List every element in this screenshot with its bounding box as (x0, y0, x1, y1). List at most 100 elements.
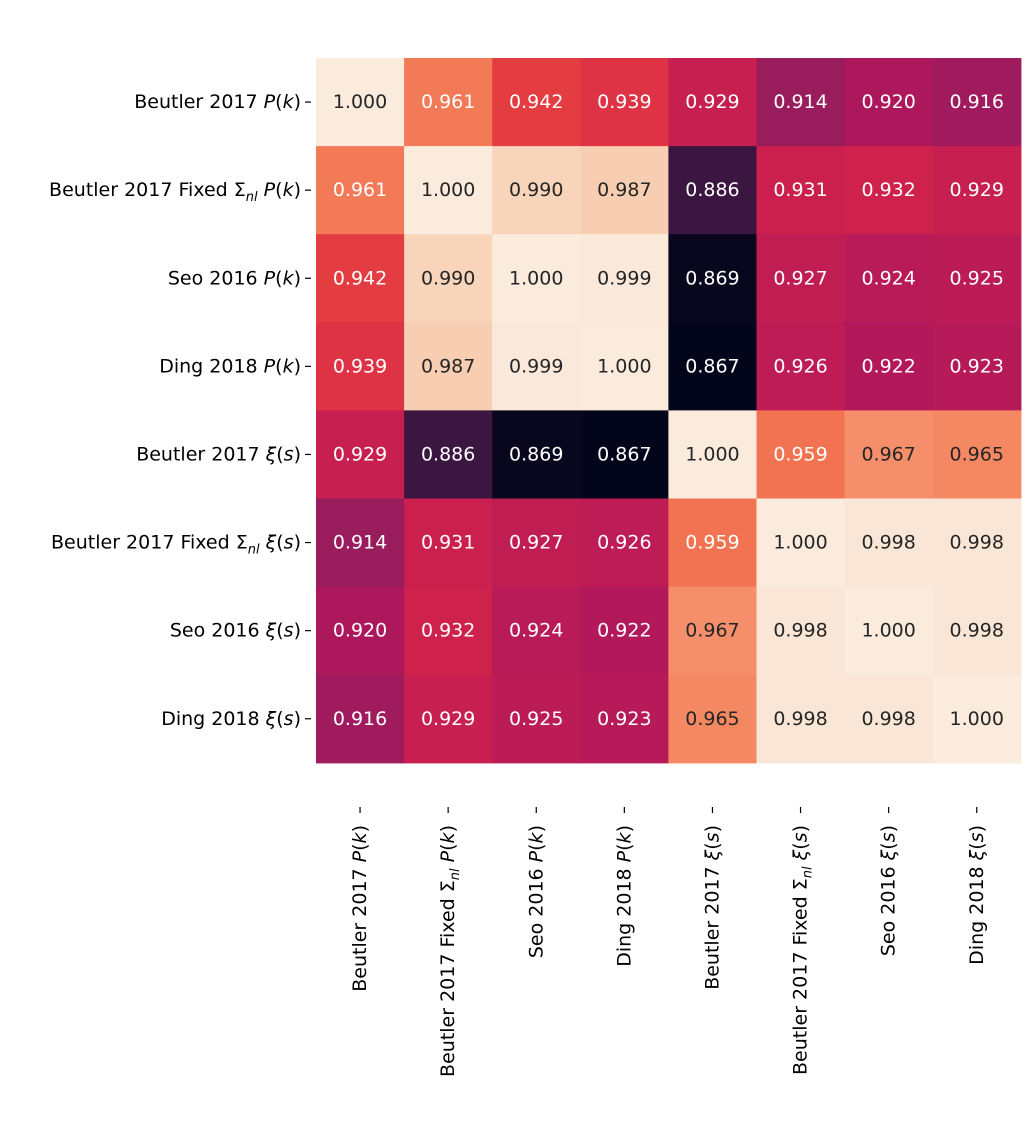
heatmap-cell-3-6 (844, 322, 934, 411)
cell-value-3-3: 1.000 (597, 355, 651, 377)
y-tick-labels: Beutler 2017 P(k) Beutler 2017 Fixed Σnl … (49, 91, 311, 730)
cell-value-0-6: 0.920 (861, 91, 915, 113)
heatmap-cell-7-6 (844, 674, 934, 764)
cell-value-4-1: 0.886 (421, 443, 475, 465)
y-tick-label-3: Ding 2018 P(k) (159, 355, 301, 377)
cell-value-6-4: 0.967 (685, 620, 739, 642)
cell-value-2-5: 0.927 (773, 267, 827, 289)
cell-value-6-6: 1.000 (861, 620, 915, 642)
heatmap-cell-2-1 (404, 234, 493, 323)
heatmap-cells (316, 58, 1022, 764)
cell-value-4-6: 0.967 (861, 443, 915, 465)
heatmap-cell-0-7 (932, 58, 1022, 147)
cell-value-5-0: 0.914 (333, 532, 387, 554)
heatmap-cell-0-3 (580, 58, 669, 147)
x-tick-label-6: Seo 2016 ξ(s) (878, 825, 900, 956)
heatmap-cell-2-5 (756, 234, 846, 323)
cell-value-0-2: 0.942 (509, 91, 563, 113)
cell-value-0-5: 0.914 (773, 91, 827, 113)
y-tick-label-2: Seo 2016 P(k) (168, 267, 301, 289)
cell-value-7-6: 0.998 (861, 708, 915, 730)
heatmap-cell-1-7 (932, 146, 1022, 235)
heatmap-cell-5-6 (844, 498, 934, 588)
y-tick-label-6: Seo 2016 ξ(s) (170, 620, 301, 642)
cell-value-4-7: 0.965 (950, 443, 1004, 465)
cell-value-2-2: 1.000 (509, 267, 563, 289)
heatmap-cell-7-5 (756, 674, 846, 764)
x-tick-label-4: Beutler 2017 ξ(s) (701, 825, 723, 990)
cell-value-5-5: 1.000 (773, 532, 827, 554)
cell-value-6-1: 0.932 (421, 620, 475, 642)
cell-value-1-6: 0.932 (861, 179, 915, 201)
heatmap-cell-1-5 (756, 146, 846, 235)
cell-value-4-0: 0.929 (333, 443, 387, 465)
cell-value-0-0: 1.000 (333, 91, 387, 113)
y-tick-label-7: Ding 2018 ξ(s) (161, 708, 301, 730)
heatmap-cell-4-7 (932, 410, 1022, 500)
cell-value-5-2: 0.927 (509, 532, 563, 554)
heatmap-cell-0-1 (404, 58, 493, 147)
heatmap-cell-7-1 (404, 674, 493, 764)
heatmap-cell-1-1 (404, 146, 493, 235)
heatmap-cell-5-0 (316, 498, 405, 588)
x-tick-label-3: Ding 2018 P(k) (613, 825, 635, 967)
cell-value-3-4: 0.867 (685, 355, 739, 377)
cell-annotations: 1.000 0.961 0.942 0.939 0.929 0.914 0.920 0.916… (333, 91, 1004, 730)
x-tick-label-5: Beutler 2017 Fixed Σnl ξ(s) (790, 825, 816, 1075)
heatmap-cell-6-5 (756, 586, 846, 676)
cell-value-1-5: 0.931 (773, 179, 827, 201)
heatmap-cell-6-3 (580, 586, 669, 676)
heatmap-cell-3-5 (756, 322, 846, 411)
y-tick-label-0: Beutler 2017 P(k) (134, 91, 301, 113)
cell-value-4-3: 0.867 (597, 443, 651, 465)
heatmap-cell-5-1 (404, 498, 493, 588)
cell-value-0-4: 0.929 (685, 91, 739, 113)
cell-value-7-3: 0.923 (597, 708, 651, 730)
heatmap-cell-7-3 (580, 674, 669, 764)
heatmap-cell-2-7 (932, 234, 1022, 323)
cell-value-7-2: 0.925 (509, 708, 563, 730)
heatmap-cell-0-0 (316, 58, 405, 147)
cell-value-5-3: 0.926 (597, 532, 651, 554)
heatmap-cell-4-5 (756, 410, 846, 500)
cell-value-6-7: 0.998 (950, 620, 1004, 642)
cell-value-4-5: 0.959 (773, 443, 827, 465)
heatmap-cell-3-4 (668, 322, 758, 411)
heatmap-cell-1-3 (580, 146, 669, 235)
heatmap-cell-0-6 (844, 58, 934, 147)
cell-value-6-2: 0.924 (509, 620, 563, 642)
heatmap-cell-0-5 (756, 58, 846, 147)
heatmap-cell-3-2 (492, 322, 581, 411)
cell-value-7-7: 1.000 (950, 708, 1004, 730)
cell-value-3-6: 0.922 (861, 355, 915, 377)
cell-value-6-3: 0.922 (597, 620, 651, 642)
heatmap-cell-4-3 (580, 410, 669, 500)
heatmap-cell-0-4 (668, 58, 758, 147)
heatmap-cell-2-2 (492, 234, 581, 323)
cell-value-3-2: 0.999 (509, 355, 563, 377)
cell-value-0-1: 0.961 (421, 91, 475, 113)
cell-value-1-4: 0.886 (685, 179, 739, 201)
cell-value-1-1: 1.000 (421, 179, 475, 201)
x-tick-labels: Beutler 2017 P(k) Beutler 2017 Fixed Σnl … (349, 807, 988, 1077)
heatmap-cell-1-2 (492, 146, 581, 235)
heatmap-cell-6-1 (404, 586, 493, 676)
cell-value-5-4: 0.959 (685, 532, 739, 554)
heatmap-cell-3-3 (580, 322, 669, 411)
cell-value-7-1: 0.929 (421, 708, 475, 730)
x-tick-label-0: Beutler 2017 P(k) (349, 825, 371, 992)
heatmap-cell-2-0 (316, 234, 405, 323)
heatmap-cell-4-0 (316, 410, 405, 500)
y-tick-label-1: Beutler 2017 Fixed Σnl P(k) (49, 179, 301, 205)
cell-value-2-0: 0.942 (333, 267, 387, 289)
heatmap-cell-6-6 (844, 586, 934, 676)
cell-value-1-0: 0.961 (333, 179, 387, 201)
heatmap-cell-3-1 (404, 322, 493, 411)
cell-value-4-2: 0.869 (509, 443, 563, 465)
cell-value-0-3: 0.939 (597, 91, 651, 113)
cell-value-3-7: 0.923 (950, 355, 1004, 377)
heatmap-cell-6-2 (492, 586, 581, 676)
cell-value-7-4: 0.965 (685, 708, 739, 730)
